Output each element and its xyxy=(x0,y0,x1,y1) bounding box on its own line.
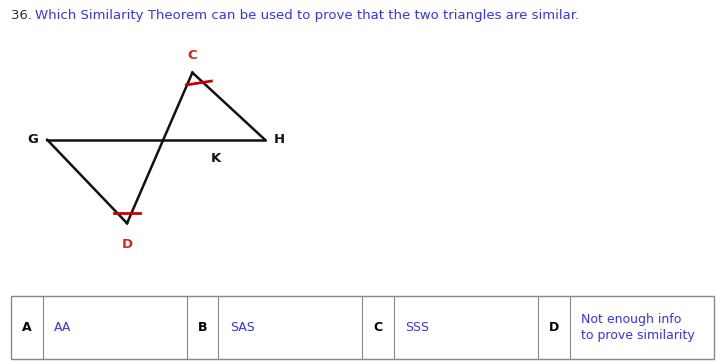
Text: H: H xyxy=(274,133,285,146)
Text: Not enough info
to prove similarity: Not enough info to prove similarity xyxy=(581,313,695,342)
Text: 36.: 36. xyxy=(11,9,36,22)
Text: D: D xyxy=(121,238,133,251)
Text: B: B xyxy=(197,321,207,334)
Text: SSS: SSS xyxy=(405,321,429,334)
Text: D: D xyxy=(549,321,559,334)
Text: Which Similarity Theorem can be used to prove that the two triangles are similar: Which Similarity Theorem can be used to … xyxy=(35,9,579,22)
Text: C: C xyxy=(187,49,197,62)
Text: K: K xyxy=(211,152,221,166)
Text: SAS: SAS xyxy=(229,321,255,334)
Text: AA: AA xyxy=(54,321,71,334)
Text: A: A xyxy=(22,321,31,334)
Text: C: C xyxy=(373,321,383,334)
Bar xyxy=(11,296,714,359)
Text: G: G xyxy=(28,133,38,146)
